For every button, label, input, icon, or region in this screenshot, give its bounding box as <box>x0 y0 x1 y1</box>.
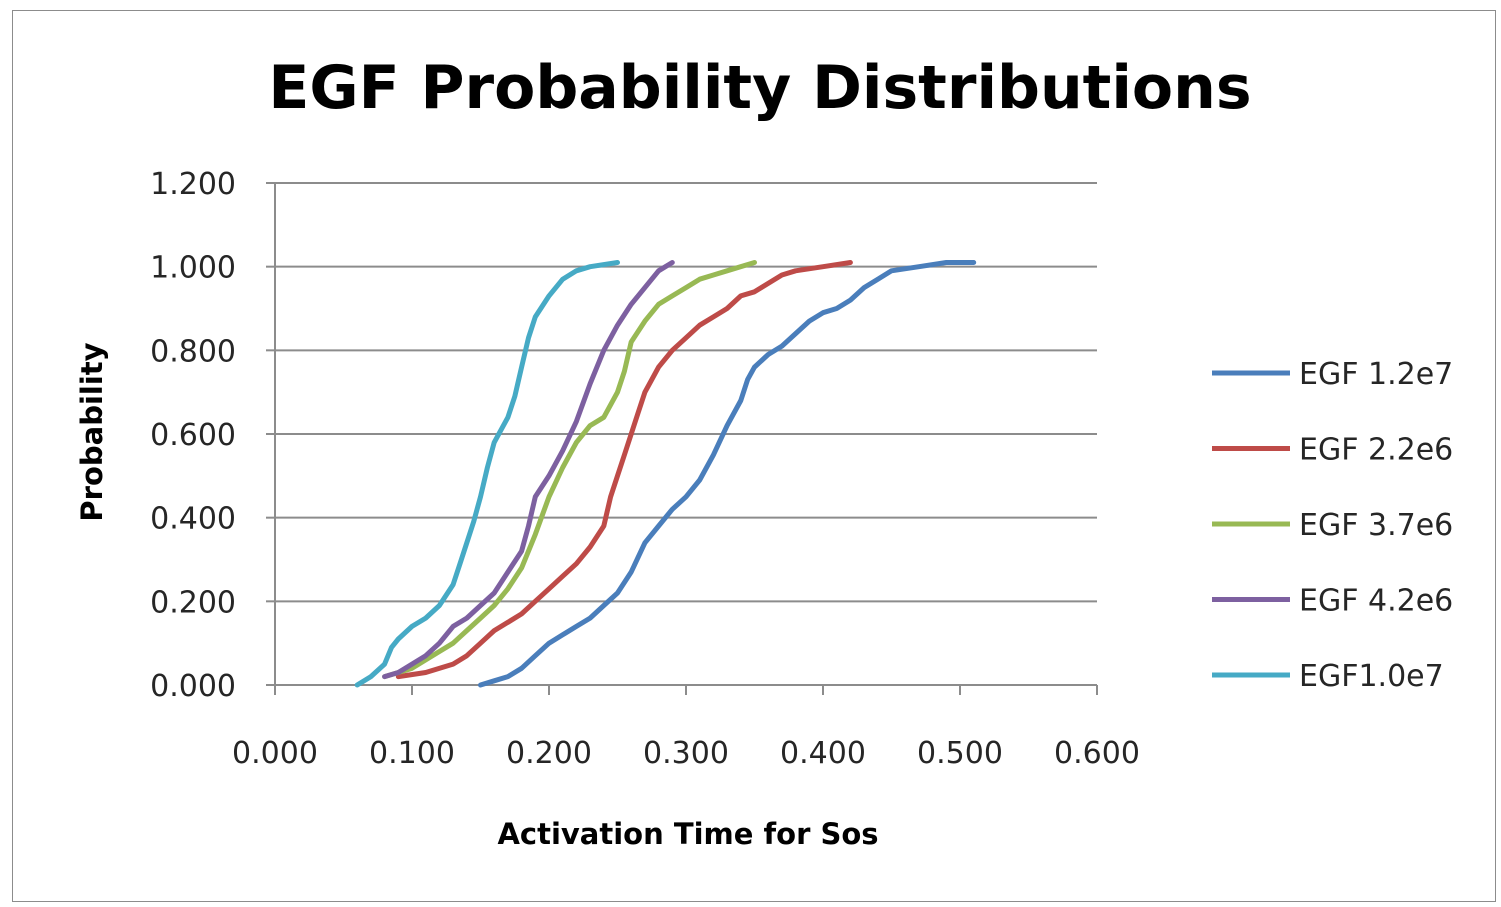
chart-title: EGF Probability Distributions <box>268 53 1251 123</box>
series-line-2 <box>395 260 853 680</box>
y-tick-label: 0.400 <box>150 502 236 537</box>
y-tick-label: 0.800 <box>150 334 236 369</box>
x-tick-label: 0.100 <box>369 736 455 771</box>
y-tick-label: 0.600 <box>150 418 236 453</box>
chart-frame <box>12 10 1496 902</box>
gridlines <box>275 182 1097 603</box>
y-tick-label: 0.200 <box>150 585 236 620</box>
legend-label: EGF 2.2e6 <box>1299 433 1453 468</box>
legend-label: EGF 3.7e6 <box>1299 508 1453 543</box>
axes: 0.000 0.200 0.400 0.600 0.800 1.000 1.200 0.000… <box>150 167 1140 771</box>
legend-label: EGF 4.2e6 <box>1299 584 1453 619</box>
series-line-3 <box>382 260 757 680</box>
x-tick-label: 0.000 <box>232 736 318 771</box>
x-axis-title: Activation Time for Sos <box>497 817 878 851</box>
x-tick-label: 0.500 <box>917 736 1003 771</box>
y-axis-title: Probability <box>75 342 109 521</box>
x-tick-label: 0.400 <box>780 736 866 771</box>
x-tick-label: 0.600 <box>1054 736 1140 771</box>
series-line-4 <box>382 260 675 680</box>
y-tick-label: 1.000 <box>150 251 236 286</box>
series-lines <box>354 260 977 688</box>
x-tick-label: 0.200 <box>506 736 592 771</box>
series-line-1 <box>478 260 977 688</box>
x-tick-label: 0.300 <box>643 736 729 771</box>
y-tick-label: 1.200 <box>150 167 236 202</box>
y-tick-label: 0.000 <box>150 669 236 704</box>
legend-label: EGF 1.2e7 <box>1299 357 1453 392</box>
legend: EGF 1.2e7 EGF 2.2e6 EGF 3.7e6 EGF 4.2e6 EGF1… <box>1212 357 1453 694</box>
series-line-5 <box>354 260 620 688</box>
legend-label: EGF1.0e7 <box>1299 659 1444 694</box>
